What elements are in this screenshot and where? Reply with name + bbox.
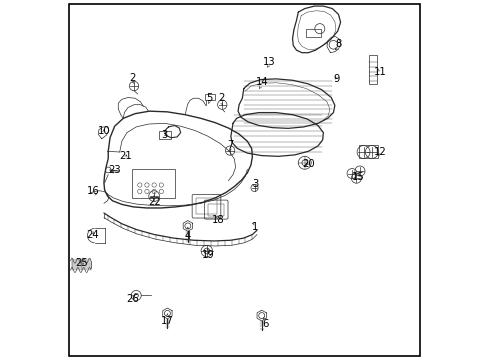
Text: 19: 19 (201, 250, 214, 260)
Text: 18: 18 (212, 215, 224, 225)
Text: 2: 2 (218, 93, 224, 103)
Bar (207, 204, 224, 216)
Text: 2: 2 (129, 73, 136, 83)
Text: 3: 3 (162, 130, 168, 140)
Bar (131, 168, 174, 198)
Text: 9: 9 (333, 74, 340, 84)
Text: 13: 13 (262, 57, 275, 67)
Text: 15: 15 (351, 172, 364, 182)
Text: 24: 24 (85, 230, 98, 239)
Text: 26: 26 (126, 294, 139, 304)
Text: 12: 12 (373, 147, 386, 157)
Bar (195, 198, 217, 215)
Text: 22: 22 (147, 197, 160, 207)
Text: 14: 14 (255, 77, 267, 87)
Text: 20: 20 (302, 159, 314, 169)
Text: 21: 21 (119, 150, 132, 161)
Text: 3: 3 (252, 179, 258, 189)
Text: 1: 1 (251, 222, 258, 231)
Text: 8: 8 (335, 39, 341, 49)
Text: 16: 16 (86, 186, 100, 197)
Text: 5: 5 (206, 93, 212, 103)
Bar (204, 94, 215, 100)
Text: 7: 7 (227, 140, 234, 150)
Text: 17: 17 (161, 316, 173, 325)
Text: 25: 25 (75, 258, 87, 268)
Bar (159, 131, 170, 139)
Text: 11: 11 (373, 67, 386, 77)
Bar (305, 29, 320, 37)
Text: 6: 6 (262, 319, 268, 329)
Text: 10: 10 (98, 126, 110, 135)
Bar (368, 55, 376, 84)
Text: 4: 4 (184, 231, 191, 240)
Text: 23: 23 (108, 165, 121, 175)
Bar (358, 145, 378, 158)
